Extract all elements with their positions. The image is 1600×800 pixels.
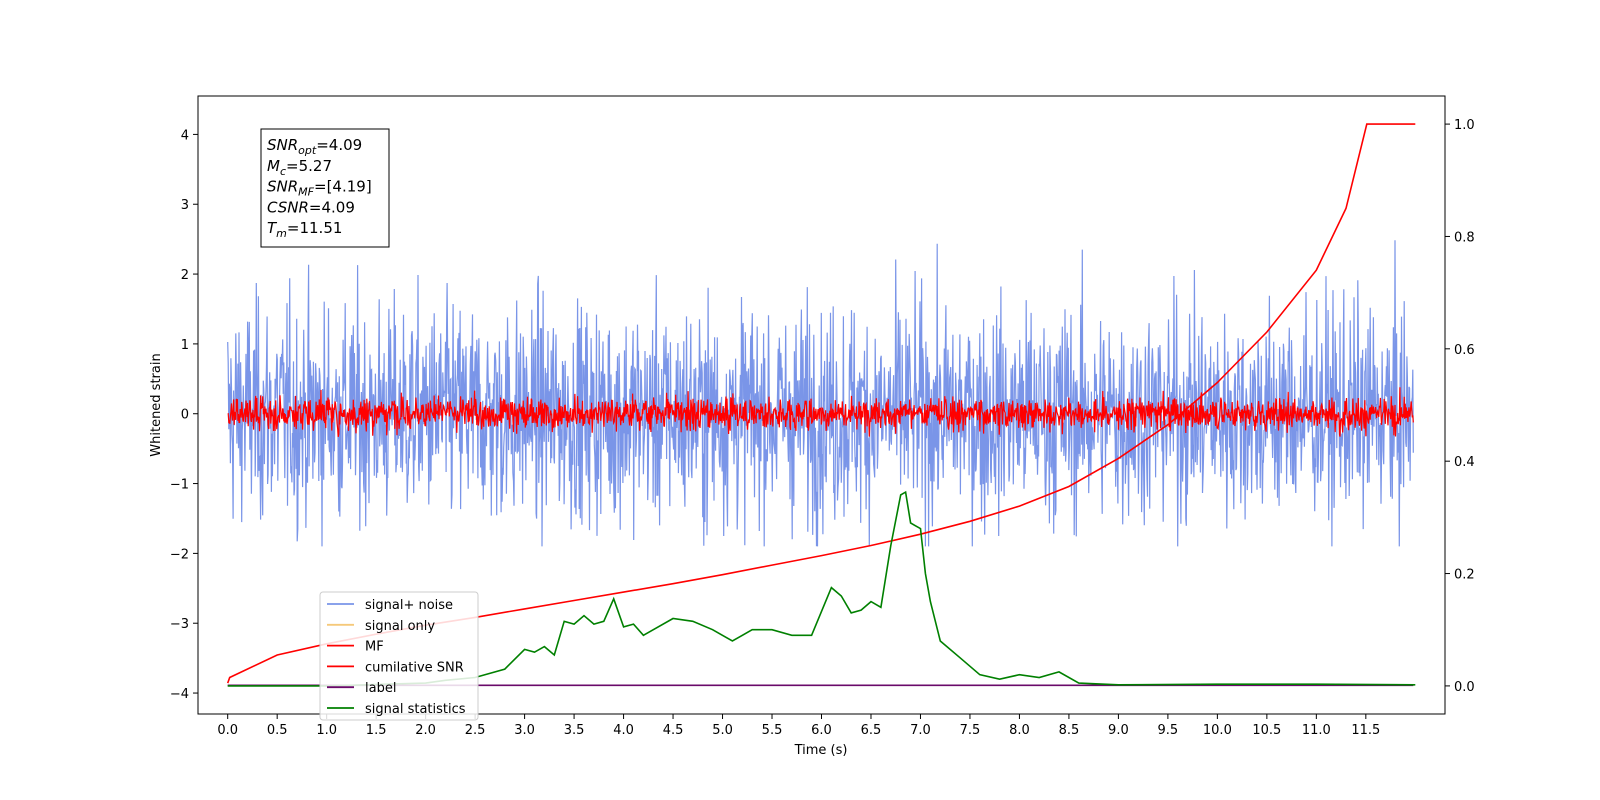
y-tick-label: −2 — [170, 547, 189, 562]
signal-statistics-line — [227, 490, 1416, 687]
annotation-line: Tm=11.51 — [267, 219, 342, 240]
annotation-line: SNRMF=[4.19] — [267, 178, 372, 199]
y2-tick-label: 0.0 — [1454, 680, 1475, 695]
y-tick-label: 2 — [181, 268, 189, 283]
y2-tick-label: 0.8 — [1454, 230, 1475, 245]
x-tick-label: 6.0 — [811, 723, 832, 738]
y2-tick-label: 0.4 — [1454, 455, 1475, 470]
x-tick-label: 8.5 — [1059, 723, 1080, 738]
y2-tick-label: 0.6 — [1454, 343, 1475, 358]
x-tick-label: 10.5 — [1252, 723, 1281, 738]
signal-noise-line — [227, 240, 1414, 547]
y-tick-label: 1 — [181, 338, 189, 353]
x-tick-label: 11.0 — [1302, 723, 1331, 738]
legend-label: signal only — [365, 619, 435, 634]
x-tick-label: 4.0 — [613, 723, 634, 738]
x-axis-label: Time (s) — [794, 743, 848, 758]
y-axis-left: −4 −3 −2 −1 0 1 2 3 4 — [170, 128, 198, 702]
legend-label: signal+ noise — [365, 598, 453, 613]
x-tick-label: 0.0 — [217, 723, 238, 738]
y-tick-label: 0 — [181, 408, 189, 423]
x-tick-label: 1.5 — [366, 723, 387, 738]
legend-label: signal statistics — [365, 702, 466, 717]
legend-label: MF — [365, 640, 384, 655]
x-tick-label: 4.5 — [663, 723, 684, 738]
y-axis-label: Whitened strain — [149, 353, 164, 456]
x-tick-label: 6.5 — [861, 723, 882, 738]
annotation-box-frame — [260, 128, 390, 248]
y2-tick-label: 1.0 — [1454, 118, 1475, 133]
x-tick-label: 3.0 — [514, 723, 535, 738]
x-axis: 0.0 0.5 1.0 1.5 2.0 2.5 3.0 3.5 4.0 4.5 5.0 5.5 6.0 6… — [217, 714, 1380, 738]
x-tick-label: 9.0 — [1108, 723, 1129, 738]
x-tick-label: 0.5 — [267, 723, 288, 738]
x-tick-label: 5.5 — [762, 723, 783, 738]
y-tick-label: −4 — [170, 687, 189, 702]
x-tick-label: 10.0 — [1203, 723, 1232, 738]
x-tick-label: 8.0 — [1009, 723, 1030, 738]
x-tick-label: 7.0 — [910, 723, 931, 738]
x-tick-label: 9.5 — [1158, 723, 1179, 738]
y-tick-label: 4 — [181, 128, 189, 143]
annotation-line: CSNR=4.09 — [267, 198, 355, 216]
y-tick-label: −3 — [170, 617, 189, 632]
y-tick-label: 3 — [181, 198, 189, 213]
annotation-line: Mc=5.27 — [267, 157, 332, 178]
x-tick-label: 11.5 — [1351, 723, 1380, 738]
y-axis-right: 0.0 0.2 0.4 0.6 0.8 1.0 — [1445, 118, 1475, 695]
x-tick-label: 5.0 — [712, 723, 733, 738]
annotation-line: SNRopt=4.09 — [267, 136, 362, 157]
legend: signal+ noise signal only MF cumilative SNR… — [319, 591, 479, 721]
x-tick-label: 2.0 — [415, 723, 436, 738]
x-tick-label: 2.5 — [465, 723, 486, 738]
x-tick-label: 7.5 — [960, 723, 981, 738]
x-tick-label: 3.5 — [564, 723, 585, 738]
legend-label: cumilative SNR — [365, 660, 464, 675]
y-tick-label: −1 — [170, 478, 189, 493]
legend-label: label — [365, 681, 396, 696]
x-tick-label: 1.0 — [316, 723, 337, 738]
mf-line — [227, 387, 1414, 437]
legend-frame — [319, 591, 479, 721]
y2-tick-label: 0.2 — [1454, 568, 1475, 583]
